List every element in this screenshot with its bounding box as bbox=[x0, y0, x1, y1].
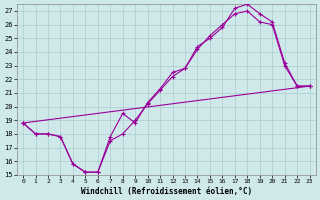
X-axis label: Windchill (Refroidissement éolien,°C): Windchill (Refroidissement éolien,°C) bbox=[81, 187, 252, 196]
